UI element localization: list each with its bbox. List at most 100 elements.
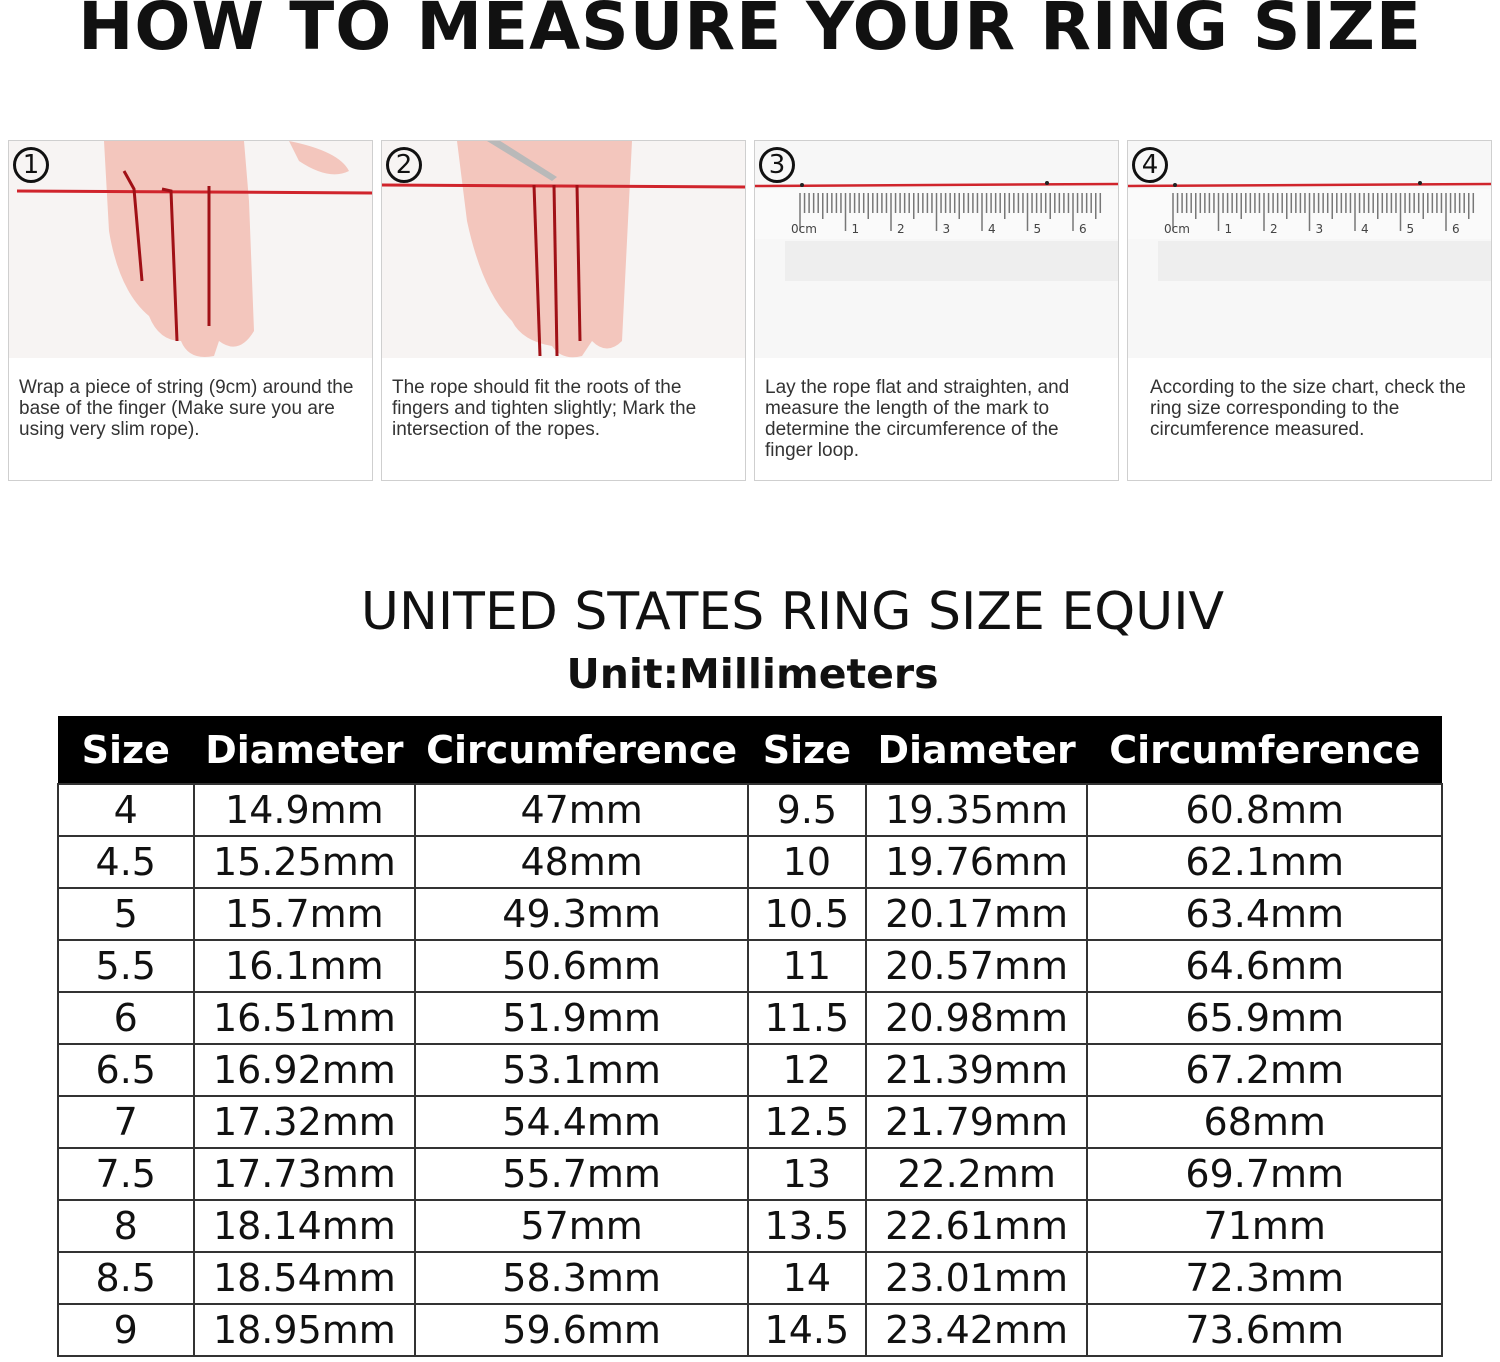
table-row: 5 15.7mm 49.3mm 10.5 20.17mm 63.4mm	[57, 887, 1443, 941]
table-cell: 18.95mm	[192, 1303, 417, 1357]
hand-string-image	[9, 141, 372, 358]
ring-size-table: Size Diameter Circumference Size Diamete…	[57, 716, 1443, 1357]
table-row: 7.5 17.73mm 55.7mm 13 22.2mm 69.7mm	[57, 1147, 1443, 1201]
table-cell: 49.3mm	[414, 887, 750, 941]
table-cell: 15.7mm	[192, 887, 417, 941]
table-cell: 11	[747, 939, 867, 993]
hand-illustration	[9, 141, 372, 358]
table-cell: 57mm	[414, 1199, 750, 1253]
string-mark	[800, 183, 804, 187]
table-cell: 8	[57, 1199, 195, 1253]
table-row: 8 18.14mm 57mm 13.5 22.61mm 71mm	[57, 1199, 1443, 1253]
table-cell: 21.79mm	[864, 1095, 1089, 1149]
table-cell: 20.17mm	[864, 887, 1089, 941]
table-cell: 10	[747, 835, 867, 889]
table-cell: 12.5	[747, 1095, 867, 1149]
table-cell: 4	[57, 783, 195, 837]
table-cell: 6	[57, 991, 195, 1045]
step-card-3: 0cm 1 2 3 4 5 6 3 Lay the rope flat and straig…	[754, 140, 1119, 481]
table-cell: 21.39mm	[864, 1043, 1089, 1097]
ruler-label: 3	[1316, 222, 1324, 236]
table-row: 9 18.95mm 59.6mm 14.5 23.42mm 73.6mm	[57, 1303, 1443, 1357]
hand-mark-image	[382, 141, 745, 358]
table-cell: 4.5	[57, 835, 195, 889]
table-cell: 23.01mm	[864, 1251, 1089, 1305]
column-header: Circumference	[1087, 716, 1442, 784]
page-title: HOW TO MEASURE YOUR RING SIZE	[78, 0, 1422, 65]
table-cell: 19.35mm	[864, 783, 1089, 837]
column-header: Diameter	[865, 716, 1088, 784]
table-cell: 14.9mm	[192, 783, 417, 837]
table-cell: 22.61mm	[864, 1199, 1089, 1253]
ruler-label: 0cm	[791, 222, 817, 236]
table-cell: 5.5	[57, 939, 195, 993]
table-cell: 67.2mm	[1086, 1043, 1443, 1097]
table-cell: 58.3mm	[414, 1251, 750, 1305]
step-number-badge: 2	[386, 147, 422, 183]
table-cell: 18.54mm	[192, 1251, 417, 1305]
ruler-illustration: 0cm 1 2 3 4 5 6	[755, 141, 1118, 358]
string-mark	[1418, 181, 1422, 185]
step-number-badge: 4	[1132, 147, 1168, 183]
step-text: The rope should fit the roots of the fin…	[392, 377, 697, 440]
table-cell: 62.1mm	[1086, 835, 1443, 889]
table-row: 6 16.51mm 51.9mm 11.5 20.98mm 65.9mm	[57, 991, 1443, 1045]
table-row: 6.5 16.92mm 53.1mm 12 21.39mm 67.2mm	[57, 1043, 1443, 1097]
step-number-badge: 3	[759, 147, 795, 183]
table-cell: 19.76mm	[864, 835, 1089, 889]
table-cell: 50.6mm	[414, 939, 750, 993]
table-row: 4 14.9mm 47mm 9.5 19.35mm 60.8mm	[57, 783, 1443, 837]
table-cell: 7.5	[57, 1147, 195, 1201]
table-cell: 20.98mm	[864, 991, 1089, 1045]
ruler-image: 0cm 1 2 3 4 5 6	[755, 141, 1118, 358]
ruler-image: 0cm 1 2 3 4 5 6	[1128, 141, 1491, 358]
column-header: Circumference	[415, 716, 749, 784]
table-cell: 51.9mm	[414, 991, 750, 1045]
table-cell: 9	[57, 1303, 195, 1357]
ruler-label: 2	[897, 222, 905, 236]
table-cell: 68mm	[1086, 1095, 1443, 1149]
column-header: Size	[748, 716, 866, 784]
ruler-label: 5	[1034, 222, 1042, 236]
step-card-4: 0cm 1 2 3 4 5 6 4 According to the size chart,…	[1127, 140, 1492, 481]
ruler-label: 5	[1407, 222, 1415, 236]
table-cell: 73.6mm	[1086, 1303, 1443, 1357]
table-row: 5.5 16.1mm 50.6mm 11 20.57mm 64.6mm	[57, 939, 1443, 993]
step-number-badge: 1	[13, 147, 49, 183]
table-cell: 16.92mm	[192, 1043, 417, 1097]
table-row: 4.5 15.25mm 48mm 10 19.76mm 62.1mm	[57, 835, 1443, 889]
table-cell: 13	[747, 1147, 867, 1201]
table-cell: 65.9mm	[1086, 991, 1443, 1045]
string-line	[755, 182, 1118, 188]
table-cell: 9.5	[747, 783, 867, 837]
unit-label: Unit:Millimeters	[566, 650, 939, 698]
table-cell: 20.57mm	[864, 939, 1089, 993]
step-card-1: 1 Wrap a piece of string (9cm) around th…	[8, 140, 373, 481]
table-cell: 16.51mm	[192, 991, 417, 1045]
ruler-label: 2	[1270, 222, 1278, 236]
table-cell: 60.8mm	[1086, 783, 1443, 837]
table-row: 8.5 18.54mm 58.3mm 14 23.01mm 72.3mm	[57, 1251, 1443, 1305]
step-text: Lay the rope flat and straighten, and me…	[765, 377, 1070, 461]
chart-title: UNITED STATES RING SIZE EQUIV	[360, 582, 1225, 642]
table-cell: 5	[57, 887, 195, 941]
step-card-2: 2 The rope should fit the roots of the f…	[381, 140, 746, 481]
string-line	[1128, 182, 1491, 188]
string-mark	[1173, 183, 1177, 187]
table-cell: 7	[57, 1095, 195, 1149]
table-row: 7 17.32mm 54.4mm 12.5 21.79mm 68mm	[57, 1095, 1443, 1149]
ruler-label: 1	[1225, 222, 1233, 236]
column-header: Size	[58, 716, 194, 784]
table-header-row: Size Diameter Circumference Size Diamete…	[58, 716, 1442, 784]
ruler-shadow	[1158, 241, 1491, 281]
table-cell: 10.5	[747, 887, 867, 941]
ruler-illustration: 0cm 1 2 3 4 5 6	[1128, 141, 1491, 358]
table-cell: 64.6mm	[1086, 939, 1443, 993]
table-cell: 8.5	[57, 1251, 195, 1305]
ruler-shadow	[785, 241, 1118, 281]
table-cell: 69.7mm	[1086, 1147, 1443, 1201]
string-mark	[1045, 181, 1049, 185]
ruler-label: 1	[852, 222, 860, 236]
table-cell: 55.7mm	[414, 1147, 750, 1201]
hand-pen-illustration	[382, 141, 745, 358]
